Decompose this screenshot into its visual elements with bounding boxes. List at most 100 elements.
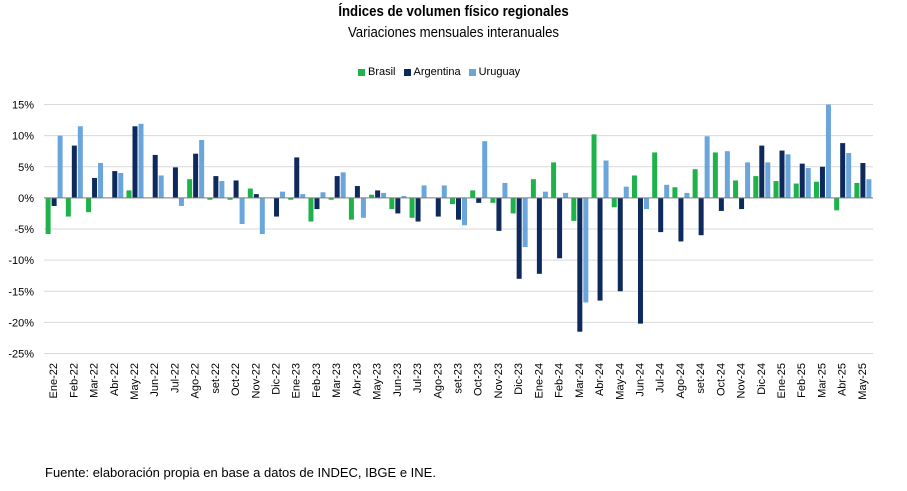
legend-item-brasil: Brasil — [358, 66, 396, 78]
source-note: Fuente: elaboración propia en base a dat… — [45, 465, 436, 480]
x-tick-label: Oct-24 — [715, 363, 727, 396]
bar-argentina — [294, 157, 300, 198]
bar-argentina — [718, 197, 724, 211]
x-tick-label: Mar-25 — [816, 363, 828, 398]
bar-brasil — [227, 197, 233, 200]
bar-brasil — [348, 197, 354, 220]
legend-label-brasil: Brasil — [368, 66, 396, 78]
bar-argentina — [597, 197, 603, 301]
legend-swatch-brasil — [358, 68, 365, 76]
bar-argentina — [233, 180, 239, 198]
x-tick-label: Mar-23 — [331, 363, 343, 398]
bar-argentina — [496, 197, 502, 231]
x-tick-label: Dic-24 — [756, 363, 768, 395]
bar-argentina — [759, 145, 765, 198]
bar-uruguay — [643, 197, 649, 210]
bar-uruguay — [563, 192, 569, 198]
legend-label-argentina: Argentina — [413, 66, 461, 78]
bar-argentina — [557, 197, 563, 259]
bar-uruguay — [522, 197, 528, 248]
bar-uruguay — [320, 192, 326, 198]
bar-uruguay — [623, 186, 629, 198]
x-tick-label: May-24 — [614, 363, 626, 400]
legend-label-uruguay: Uruguay — [478, 66, 521, 78]
x-tick-label: Nov-23 — [493, 363, 505, 398]
bar-uruguay — [401, 196, 407, 198]
bar-uruguay — [785, 154, 791, 198]
bar-uruguay — [502, 182, 508, 198]
chart-title: Índices de volumen físico regionales — [338, 3, 569, 20]
bar-brasil — [551, 162, 557, 198]
bar-argentina — [860, 163, 866, 198]
bar-uruguay — [421, 185, 427, 198]
bar-argentina — [193, 153, 199, 198]
bar-brasil — [773, 181, 779, 198]
bar-brasil — [813, 181, 819, 198]
x-tick-label: Nov-22 — [250, 363, 262, 398]
bar-brasil — [672, 187, 678, 198]
bar-uruguay — [684, 192, 690, 198]
bar-argentina — [456, 197, 461, 220]
bar-uruguay — [158, 175, 164, 198]
legend-swatch-argentina — [403, 68, 411, 76]
x-tick-label: Ene-22 — [48, 363, 60, 398]
x-tick-label: set-23 — [453, 363, 465, 394]
bar-argentina — [71, 145, 77, 198]
bar-argentina — [516, 197, 522, 279]
bar-uruguay — [482, 141, 488, 198]
y-tick-label: -10% — [8, 255, 34, 267]
x-tick-label: May-25 — [857, 363, 869, 400]
bar-argentina — [334, 176, 340, 198]
bar-uruguay — [462, 197, 467, 226]
y-tick-label: 15% — [12, 100, 34, 112]
bar-uruguay — [441, 185, 447, 198]
bar-argentina — [536, 197, 542, 274]
bar-uruguay — [664, 184, 670, 198]
y-tick-label: -25% — [8, 349, 34, 361]
bar-uruguay — [745, 162, 751, 198]
bar-brasil — [328, 197, 334, 200]
bar-argentina — [415, 197, 421, 222]
bar-brasil — [631, 175, 637, 198]
bar-brasil — [692, 169, 698, 198]
x-tick-label: Abr-25 — [837, 363, 849, 396]
x-tick-label: Feb-24 — [554, 363, 566, 398]
x-tick-label: set-22 — [210, 363, 222, 394]
x-tick-label: Abr-24 — [594, 363, 606, 396]
bar-brasil — [490, 197, 496, 203]
bar-uruguay — [846, 153, 852, 198]
x-tick-label: Ago-23 — [432, 363, 444, 398]
y-tick-label: 0% — [18, 193, 34, 205]
bar-uruguay — [98, 163, 104, 198]
bar-argentina — [698, 197, 704, 236]
bar-uruguay — [603, 160, 609, 198]
x-tick-label: Jul-22 — [169, 363, 181, 393]
bar-brasil — [86, 197, 92, 213]
legend-item-argentina: Argentina — [403, 66, 461, 78]
bar-argentina — [314, 197, 320, 210]
bar-argentina — [435, 197, 441, 217]
bar-uruguay — [765, 162, 771, 198]
x-tick-label: Ago-22 — [190, 363, 202, 398]
bar-brasil — [207, 197, 213, 200]
bar-uruguay — [381, 192, 387, 198]
bar-argentina — [51, 197, 57, 206]
bar-brasil — [389, 197, 395, 210]
bar-uruguay — [239, 197, 245, 225]
bar-argentina — [779, 150, 785, 198]
bar-uruguay — [583, 197, 589, 303]
bar-brasil — [530, 179, 536, 198]
bar-uruguay — [118, 172, 124, 198]
bar-uruguay — [542, 191, 548, 198]
bar-argentina — [819, 166, 825, 198]
y-tick-label: -5% — [14, 224, 34, 236]
bar-brasil — [308, 197, 314, 222]
bar-brasil — [288, 197, 294, 200]
x-tick-label: Dic-23 — [513, 363, 525, 395]
legend-item-uruguay: Uruguay — [468, 66, 521, 78]
bar-argentina — [112, 171, 118, 198]
x-tick-label: Feb-22 — [68, 363, 80, 398]
x-tick-label: Ene-24 — [533, 363, 545, 398]
x-tick-label: Ene-25 — [776, 363, 788, 398]
